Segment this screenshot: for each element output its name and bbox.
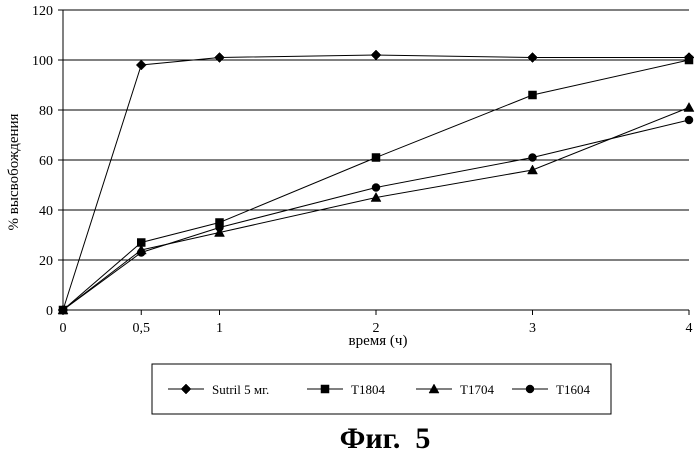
x-tick-label: 3	[529, 321, 536, 336]
data-point	[685, 116, 693, 124]
data-point	[529, 154, 537, 162]
y-tick-label: 100	[32, 54, 53, 69]
series-4	[59, 116, 693, 314]
data-point	[685, 56, 693, 64]
y-tick-label: 120	[32, 4, 53, 19]
x-tick-label: 0	[60, 321, 67, 336]
data-point	[684, 103, 694, 112]
series-line	[63, 120, 689, 310]
figure-caption: Фиг. 5	[340, 422, 431, 455]
y-axis-title: % высвобождения	[6, 113, 22, 230]
data-point	[528, 165, 538, 174]
y-tick-label: 80	[39, 104, 53, 119]
series-3	[58, 103, 694, 315]
y-tick-label: 0	[46, 304, 53, 319]
series-line	[63, 55, 689, 310]
legend-label: Sutril 5 мг.	[212, 382, 269, 397]
data-point	[372, 154, 380, 162]
x-tick-label: 1	[216, 321, 223, 336]
y-tick-label: 60	[39, 154, 53, 169]
legend-label: T1604	[556, 382, 590, 397]
data-point	[216, 224, 224, 232]
data-point	[528, 53, 538, 63]
legend-marker	[321, 385, 329, 393]
data-point	[215, 53, 225, 63]
x-tick-label: 0,5	[133, 321, 151, 336]
legend-marker	[526, 385, 534, 393]
series-1	[58, 50, 694, 315]
x-tick-label: 4	[686, 321, 693, 336]
data-point	[372, 184, 380, 192]
data-point	[59, 306, 67, 314]
x-axis-title: время (ч)	[349, 333, 408, 349]
data-point	[137, 249, 145, 257]
y-tick-label: 40	[39, 204, 53, 219]
y-tick-labels: 0 20 40 60 80 100 120	[32, 4, 53, 319]
data-point	[529, 91, 537, 99]
series-line	[63, 108, 689, 311]
data-point	[136, 60, 146, 70]
y-tick-label: 20	[39, 254, 53, 269]
legend: Sutril 5 мг. T1804 T1704 T1604	[152, 364, 611, 414]
data-point	[371, 50, 381, 60]
data-series	[58, 50, 694, 315]
legend-label: T1804	[351, 382, 385, 397]
grid-lines	[63, 10, 689, 260]
legend-label: T1704	[460, 382, 494, 397]
